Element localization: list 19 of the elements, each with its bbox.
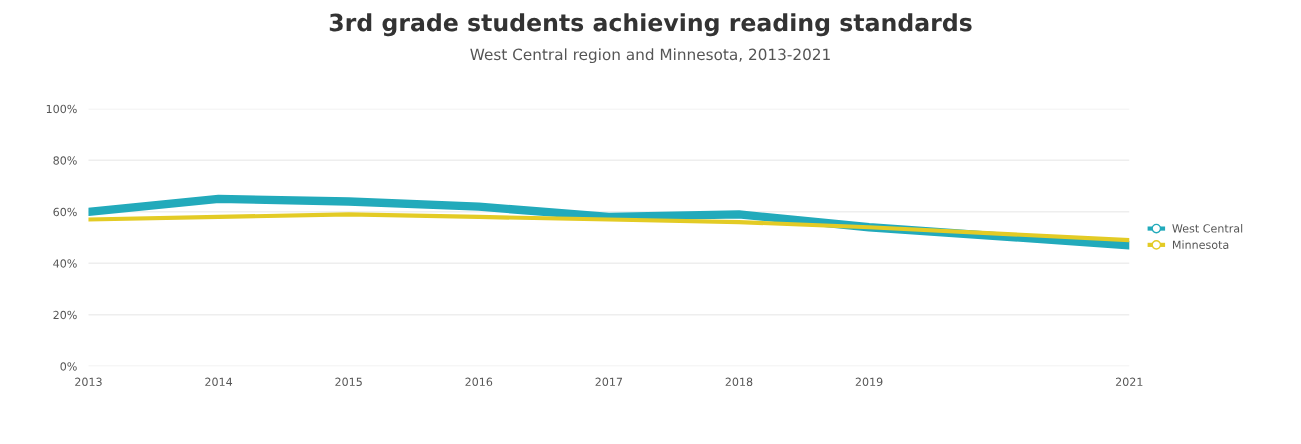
y-tick-label: 20%	[53, 310, 77, 320]
line-series	[88, 212, 1130, 243]
x-tick-label: 2013	[75, 377, 102, 387]
x-tick-label: 2018	[725, 377, 753, 387]
x-tick-label: 2021	[1115, 377, 1143, 387]
legend-label: West Central	[1172, 224, 1243, 233]
x-tick-label: 2017	[595, 377, 623, 387]
y-tick-label: 40%	[53, 259, 77, 268]
y-tick-label: 0%	[60, 362, 77, 371]
x-tick-label: 2015	[335, 377, 362, 387]
chart-subtitle: West Central region and Minnesota, 2013-2021	[470, 48, 830, 64]
x-tick-label: 2016	[465, 377, 493, 387]
y-tick-label: 80%	[53, 156, 77, 165]
x-tick-label: 2014	[205, 377, 233, 387]
y-tick-label: 100%	[46, 104, 77, 114]
x-tick-label: 2019	[855, 377, 883, 387]
legend-label: Minnesota	[1172, 240, 1229, 249]
chart-title: 3rd grade students achieving reading standards	[329, 13, 972, 37]
y-tick-label: 60%	[53, 207, 77, 217]
